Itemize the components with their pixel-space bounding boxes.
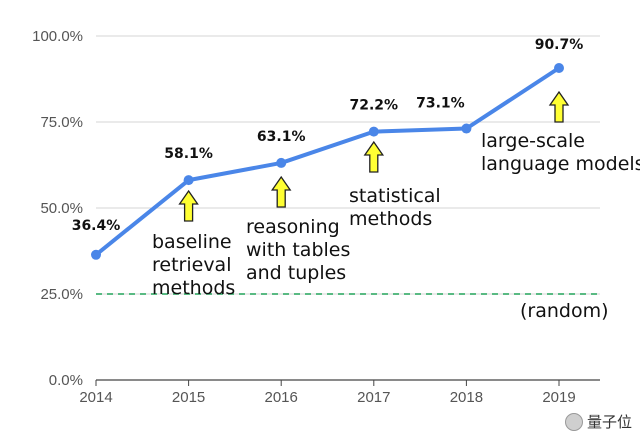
data-point [554, 62, 564, 73]
data-point [183, 175, 194, 186]
data-label: 36.4% [72, 218, 121, 234]
up-arrow-icon [178, 189, 199, 222]
data-point [276, 157, 287, 168]
up-arrow-icon [270, 175, 292, 208]
annotation-label: large-scale language models [481, 130, 640, 175]
random-baseline-line: (random) [96, 293, 609, 322]
annotation-line: reasoning [246, 216, 340, 238]
x-axis-ticks: 2014 2015 2016 2017 2018 2019 [79, 380, 576, 406]
grid [96, 35, 600, 381]
x-tick-label: 2016 [265, 389, 298, 406]
annotation-line: statistical [349, 185, 441, 207]
annotation-arrows [178, 90, 570, 222]
data-labels: 36.4% 58.1% 63.1% 72.2% 73.1% 90.7% [72, 37, 584, 234]
annotation-line: with tables [246, 239, 350, 261]
annotation-label: reasoning with tables and tuples [246, 216, 350, 284]
annotation-label: baseline retrieval methods [152, 231, 235, 299]
x-tick-label: 2014 [79, 389, 112, 406]
y-tick-label: 25.0% [40, 286, 83, 303]
up-arrow-icon [363, 140, 385, 173]
annotation-line: baseline [152, 231, 232, 253]
x-tick-label: 2018 [450, 389, 483, 406]
y-tick-label: 100.0% [32, 28, 83, 45]
data-point [91, 249, 101, 260]
x-tick-label: 2015 [172, 389, 205, 406]
annotation-line: retrieval [152, 254, 231, 276]
annotation-line: language models [481, 153, 640, 175]
y-tick-label: 75.0% [40, 114, 83, 131]
series-line-path [94, 65, 561, 257]
annotation-line: methods [152, 277, 235, 299]
up-arrow-icon [548, 90, 570, 123]
data-label: 63.1% [257, 129, 306, 145]
y-axis-ticks: 0.0% 25.0% 50.0% 75.0% 100.0% [32, 28, 83, 389]
watermark: 量子位 [564, 411, 632, 432]
annotation-label: statistical methods [349, 185, 441, 230]
watermark-logo-icon [564, 412, 583, 431]
data-label: 73.1% [416, 96, 465, 112]
watermark-text: 量子位 [586, 413, 632, 431]
x-tick-label: 2017 [357, 389, 390, 406]
data-label: 72.2% [350, 98, 399, 114]
annotation-line: large-scale [481, 130, 585, 152]
data-label: 90.7% [535, 37, 584, 53]
annotation-line: and tuples [246, 262, 346, 284]
data-point [461, 123, 472, 134]
data-label: 58.1% [164, 146, 213, 162]
data-point [368, 126, 379, 137]
annotation-line: methods [349, 208, 432, 230]
y-tick-label: 0.0% [49, 372, 83, 389]
data-points [91, 62, 564, 260]
x-tick-label: 2019 [542, 389, 575, 406]
random-baseline-label: (random) [520, 300, 609, 322]
series-line [94, 65, 561, 257]
y-tick-label: 50.0% [40, 200, 83, 217]
